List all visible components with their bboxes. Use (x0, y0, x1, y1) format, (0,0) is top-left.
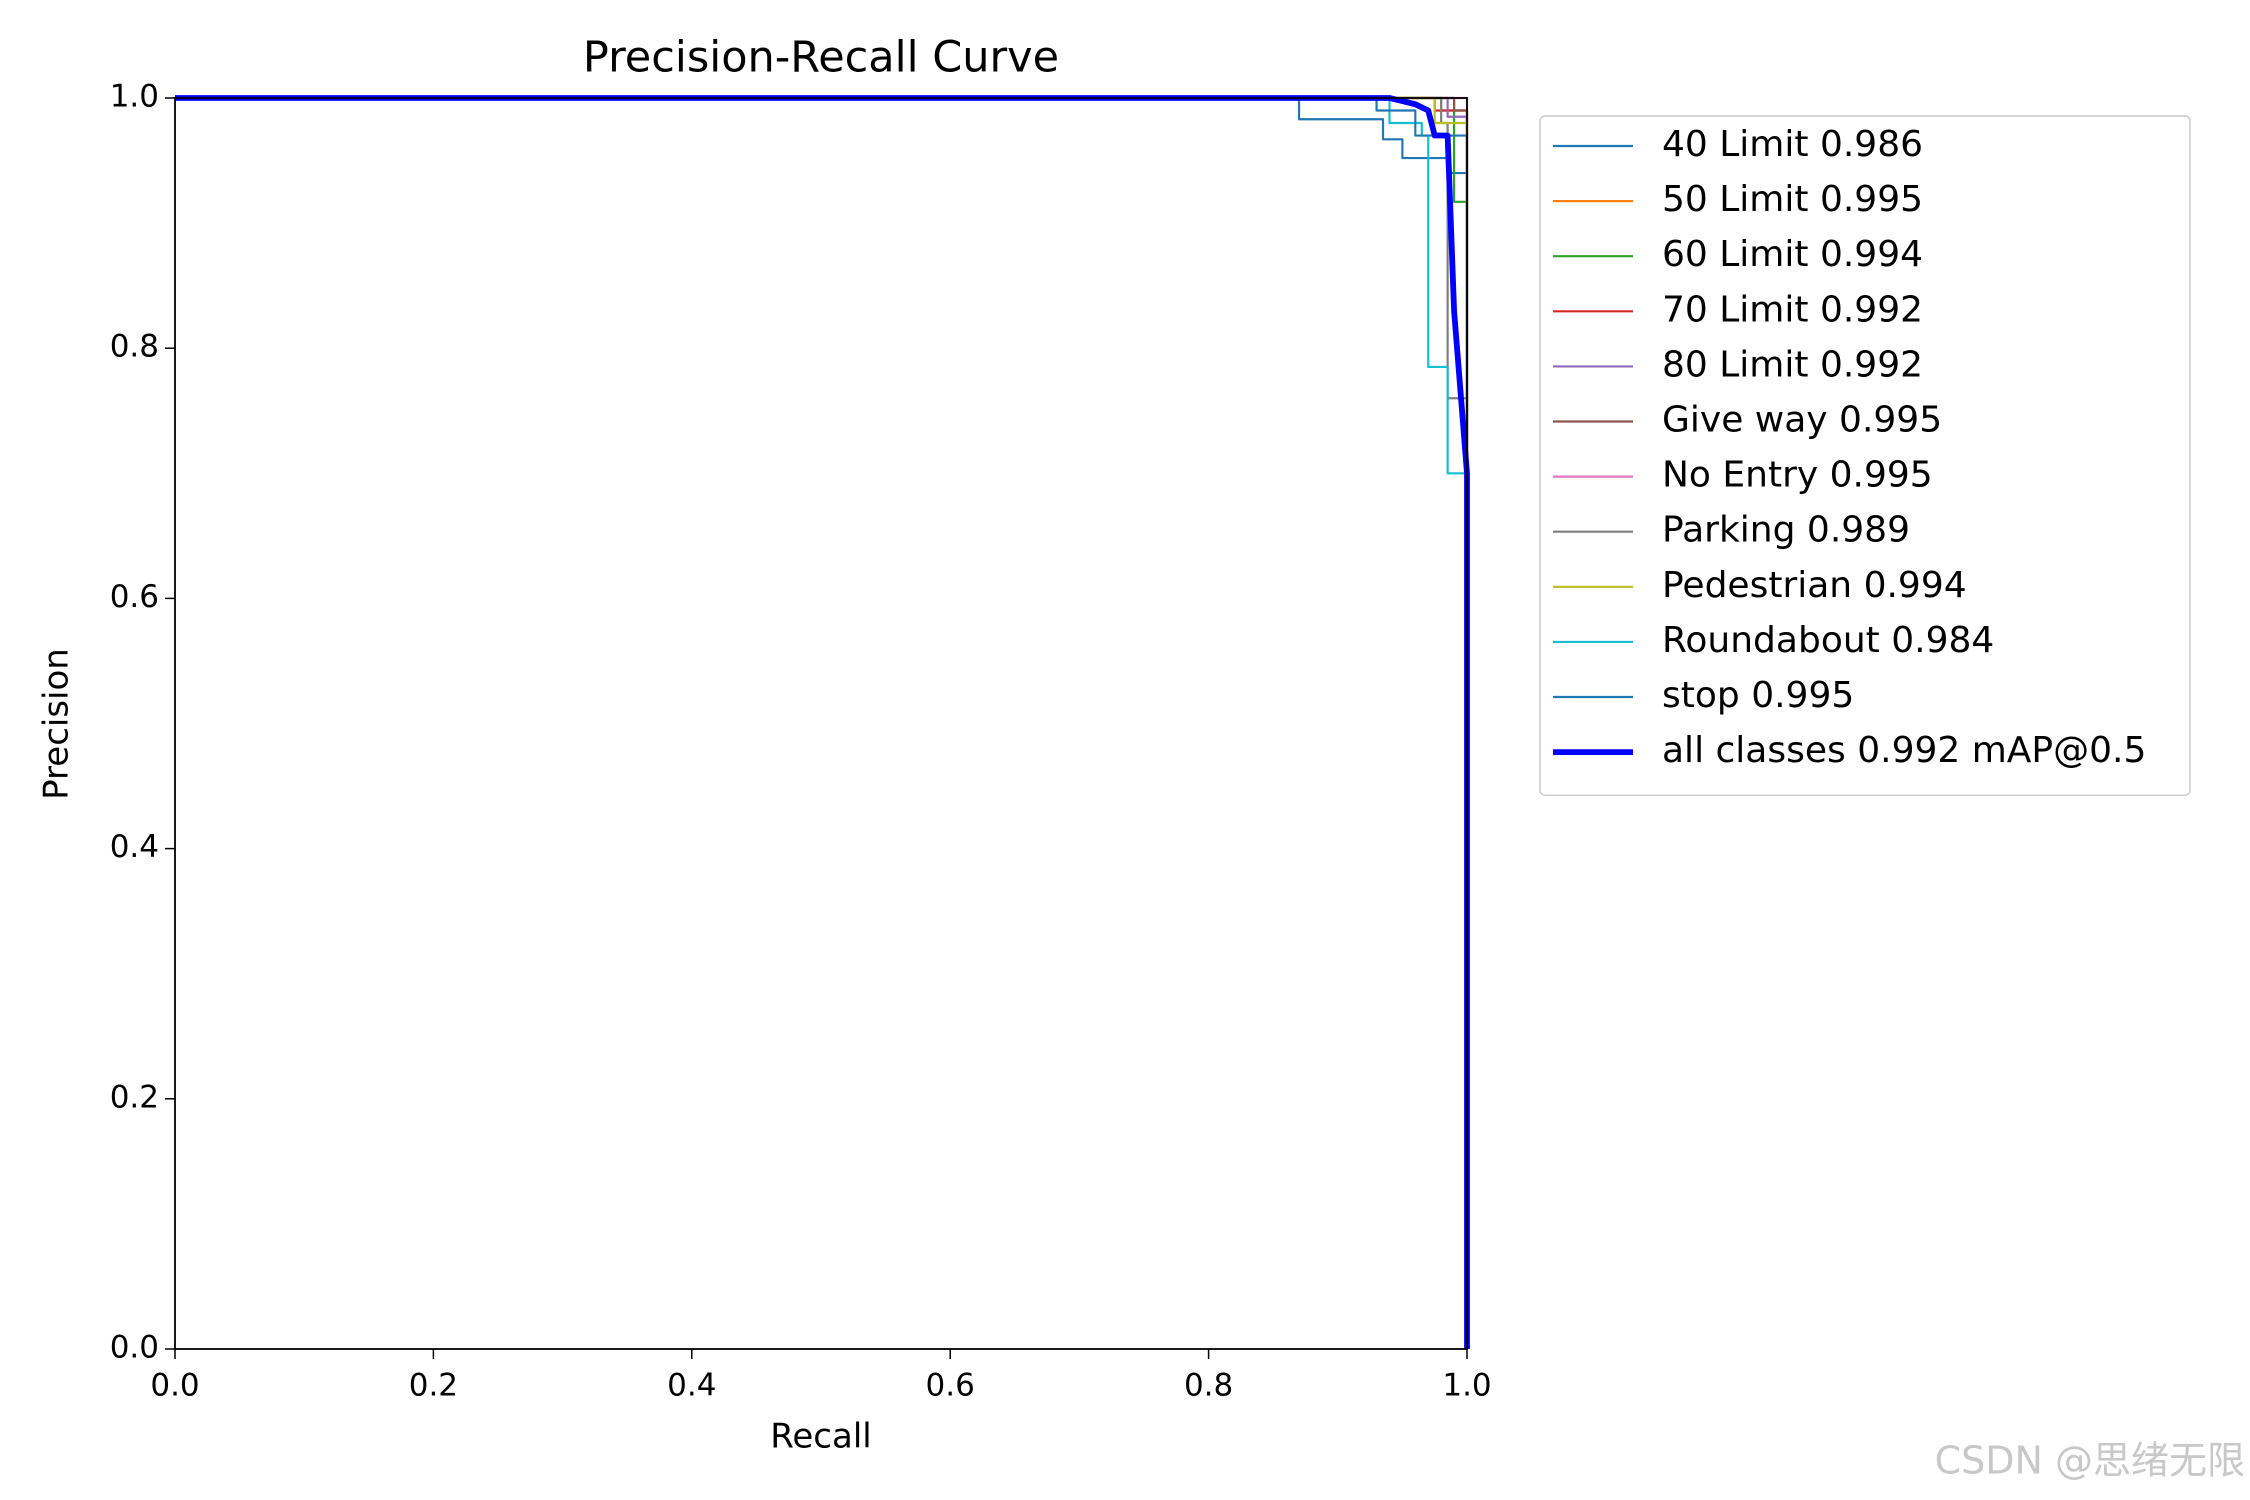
legend-label: stop 0.995 (1662, 675, 1854, 716)
legend-label: 40 Limit 0.986 (1662, 124, 1923, 165)
pr-curve (175, 96, 1469, 1349)
y-tick-label: 0.8 (110, 329, 159, 365)
y-tick-label: 0.0 (110, 1330, 159, 1366)
axes-frame (174, 97, 1468, 1350)
x-tick-label: 0.6 (926, 1368, 975, 1404)
pr-curve (175, 96, 1469, 1349)
x-tick-label: 0.4 (667, 1368, 716, 1404)
pr-curve (175, 96, 1469, 1349)
legend-label: 50 Limit 0.995 (1662, 179, 1923, 220)
pr-curve (175, 96, 1469, 1349)
pr-curve (175, 96, 1469, 1349)
pr-curve (175, 96, 1469, 1349)
y-tick-label: 0.2 (110, 1079, 159, 1115)
x-tick-label: 0.0 (150, 1368, 199, 1404)
legend-label: No Entry 0.995 (1662, 455, 1933, 496)
pr-curve (175, 95, 1470, 1349)
legend-label: 70 Limit 0.992 (1662, 289, 1923, 330)
legend-label: Give way 0.995 (1662, 400, 1942, 441)
legend-box (1539, 115, 2191, 796)
legend-label: 80 Limit 0.992 (1662, 344, 1923, 385)
pr-curve (175, 96, 1469, 1349)
legend-label: Pedestrian 0.994 (1662, 565, 1967, 606)
legend-label: Parking 0.989 (1662, 510, 1910, 551)
y-tick-label: 0.6 (110, 579, 159, 615)
legend-label: all classes 0.992 mAP@0.5 (1662, 730, 2146, 771)
x-axis-label: Recall (770, 1417, 871, 1457)
chart-title: Precision-Recall Curve (583, 33, 1059, 83)
watermark: CSDN @思绪无限 (1935, 1439, 2245, 1483)
pr-curve (175, 96, 1469, 1349)
x-tick-label: 1.0 (1442, 1368, 1491, 1404)
y-tick-label: 0.4 (110, 829, 159, 865)
pr-curve (175, 96, 1469, 1349)
pr-curve (175, 96, 1469, 1349)
x-tick-label: 0.8 (1184, 1368, 1233, 1404)
y-tick-label: 1.0 (110, 79, 159, 115)
y-axis-label: Precision (37, 648, 77, 800)
x-tick-label: 0.2 (409, 1368, 458, 1404)
pr-curve (175, 96, 1469, 1349)
legend-label: Roundabout 0.984 (1662, 620, 1994, 661)
legend-label: 60 Limit 0.994 (1662, 234, 1923, 275)
